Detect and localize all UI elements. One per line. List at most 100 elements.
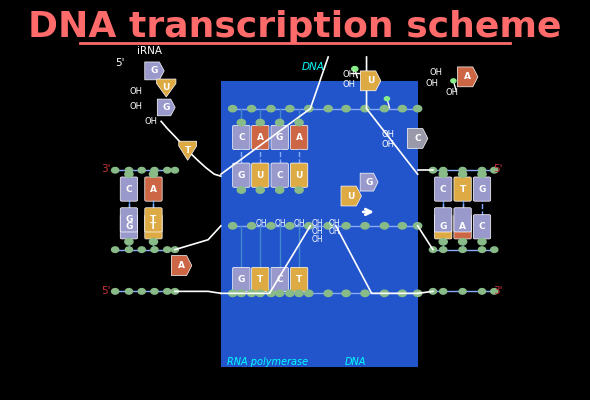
Polygon shape: [171, 256, 192, 276]
FancyBboxPatch shape: [232, 125, 250, 150]
Circle shape: [414, 290, 422, 296]
Circle shape: [256, 290, 264, 296]
Text: U: U: [296, 171, 303, 180]
Circle shape: [304, 290, 313, 296]
Circle shape: [112, 168, 119, 173]
Circle shape: [361, 290, 369, 296]
Circle shape: [478, 168, 486, 173]
FancyBboxPatch shape: [271, 125, 289, 150]
Circle shape: [125, 171, 133, 177]
Text: C: C: [276, 275, 283, 284]
Circle shape: [267, 290, 275, 296]
Circle shape: [478, 171, 486, 177]
Text: DNA: DNA: [301, 62, 324, 72]
Circle shape: [286, 106, 294, 112]
Text: T: T: [460, 184, 466, 194]
Circle shape: [228, 223, 237, 229]
Circle shape: [352, 66, 358, 71]
Text: OH: OH: [145, 117, 158, 126]
Circle shape: [385, 97, 389, 101]
Circle shape: [276, 119, 284, 126]
Circle shape: [163, 168, 171, 173]
FancyBboxPatch shape: [251, 163, 269, 187]
Circle shape: [304, 223, 313, 229]
Circle shape: [112, 247, 119, 252]
Text: OH: OH: [293, 219, 305, 228]
FancyBboxPatch shape: [120, 208, 137, 232]
Text: iRNA: iRNA: [137, 46, 162, 56]
FancyBboxPatch shape: [145, 177, 162, 201]
FancyBboxPatch shape: [221, 81, 418, 367]
FancyBboxPatch shape: [290, 163, 308, 187]
Circle shape: [440, 168, 447, 173]
Circle shape: [276, 187, 284, 193]
Polygon shape: [457, 67, 478, 87]
Circle shape: [256, 119, 264, 126]
Text: OH: OH: [129, 87, 142, 96]
Text: OH: OH: [329, 219, 340, 228]
Polygon shape: [158, 99, 175, 116]
Circle shape: [398, 223, 407, 229]
Text: OH: OH: [425, 79, 438, 88]
FancyBboxPatch shape: [251, 267, 269, 292]
Text: 5': 5': [494, 164, 503, 174]
Circle shape: [138, 168, 145, 173]
Text: U: U: [367, 76, 374, 85]
Text: G: G: [163, 103, 170, 112]
Text: 3': 3': [494, 286, 503, 296]
Circle shape: [342, 106, 350, 112]
Circle shape: [430, 168, 437, 173]
FancyBboxPatch shape: [434, 208, 452, 232]
Text: G: G: [478, 184, 486, 194]
Text: A: A: [296, 133, 303, 142]
Circle shape: [125, 247, 133, 252]
Text: 5': 5': [101, 286, 111, 296]
Circle shape: [295, 119, 303, 126]
Circle shape: [361, 223, 369, 229]
Circle shape: [112, 288, 119, 294]
FancyBboxPatch shape: [120, 215, 137, 239]
Circle shape: [440, 247, 447, 252]
Circle shape: [398, 290, 407, 296]
Circle shape: [267, 223, 275, 229]
Polygon shape: [360, 71, 381, 91]
Text: T: T: [257, 275, 263, 284]
Text: C: C: [440, 184, 447, 194]
Circle shape: [491, 288, 498, 294]
Circle shape: [478, 247, 486, 252]
Text: DNA: DNA: [345, 357, 366, 367]
FancyBboxPatch shape: [473, 215, 491, 239]
Text: OH: OH: [342, 80, 355, 89]
FancyBboxPatch shape: [454, 208, 471, 232]
Circle shape: [491, 168, 498, 173]
Text: OH: OH: [329, 227, 340, 236]
FancyBboxPatch shape: [232, 163, 250, 187]
Text: T: T: [296, 275, 302, 284]
Circle shape: [151, 288, 158, 294]
Text: G: G: [276, 133, 283, 142]
Circle shape: [381, 223, 388, 229]
Text: OH: OH: [382, 130, 395, 139]
Circle shape: [125, 288, 133, 294]
Text: RNA polymerase: RNA polymerase: [227, 357, 309, 367]
Text: OH: OH: [129, 102, 142, 111]
Polygon shape: [408, 128, 428, 148]
Text: OH: OH: [311, 227, 323, 236]
FancyBboxPatch shape: [271, 163, 289, 187]
Circle shape: [149, 238, 158, 245]
Circle shape: [267, 106, 275, 112]
Text: G: G: [125, 222, 133, 231]
Circle shape: [342, 223, 350, 229]
Circle shape: [430, 288, 437, 294]
Circle shape: [478, 288, 486, 294]
Text: T: T: [150, 222, 156, 231]
Circle shape: [430, 247, 437, 252]
FancyBboxPatch shape: [271, 267, 289, 292]
Circle shape: [151, 168, 158, 173]
Polygon shape: [179, 141, 196, 160]
Text: G: G: [440, 222, 447, 231]
Circle shape: [171, 288, 179, 294]
Circle shape: [324, 106, 332, 112]
Circle shape: [414, 223, 422, 229]
Text: 3': 3': [101, 164, 111, 174]
